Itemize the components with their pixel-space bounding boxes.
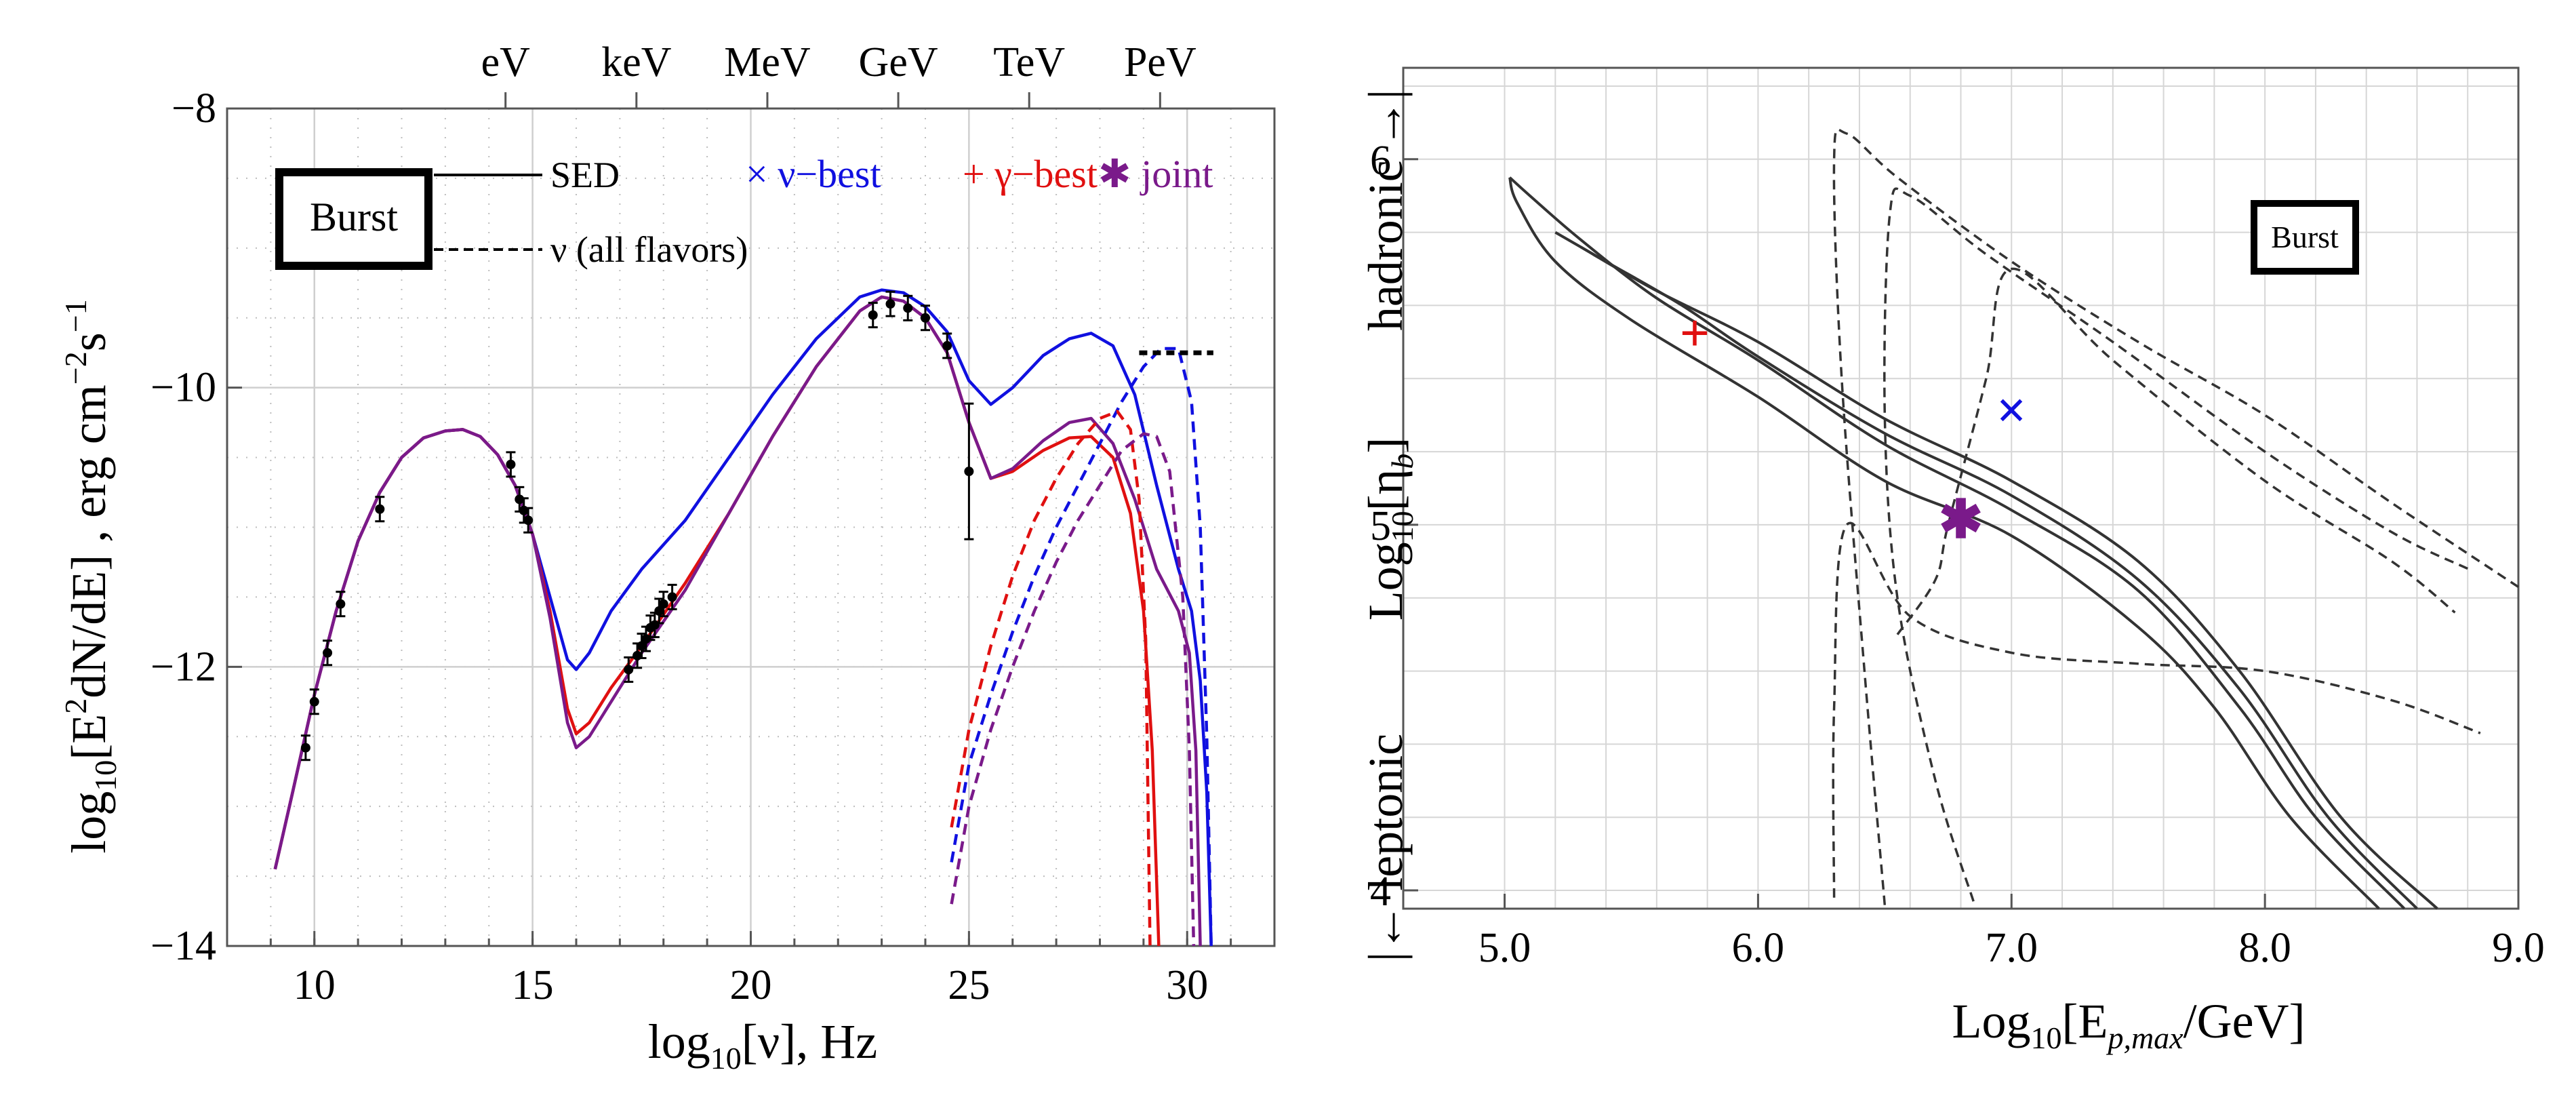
y-tick-label: −12: [150, 644, 216, 690]
x-tick-label: 7.0: [1986, 925, 2038, 971]
x-tick-label: 10: [294, 962, 336, 1008]
sed-chart: eV keV MeV GeV TeV PeV 10 15 20 25 30−8−10−12−14 …: [58, 39, 1276, 1075]
data-point: [523, 515, 534, 526]
y-tick-label: 5: [1370, 503, 1391, 549]
data-point: [624, 665, 634, 675]
data-point: [649, 620, 660, 630]
legend-joint: ✱ joint: [1098, 152, 1213, 196]
x-tick-label: 30: [1166, 962, 1208, 1008]
eta-label: Log10[ηb]: [1359, 437, 1420, 621]
y-tick-label: −14: [150, 923, 216, 969]
y-tick-label: −10: [150, 365, 216, 411]
x-tick-label: 6.0: [1732, 925, 1785, 971]
right-plot-frame: [1402, 66, 2520, 910]
data-point: [641, 634, 651, 644]
contour-dashed: [1896, 267, 2456, 635]
x-tick-label: 20: [730, 962, 772, 1008]
y-tick-label: −8: [172, 85, 216, 132]
contour-solid: [1508, 176, 2406, 910]
top-tick-label-TeV: TeV: [993, 39, 1065, 85]
data-point: [375, 504, 385, 514]
data-point: [868, 310, 878, 320]
left-y-axis-label: log10[E2dN/dE] , erg cm−2s−1: [58, 299, 123, 853]
x-tick-label: 9.0: [2492, 925, 2545, 971]
x-tick-label: 25: [948, 962, 990, 1008]
contour-dashed: [1883, 187, 2468, 902]
burst-box: Burst: [2251, 200, 2359, 275]
x-tick-label: 15: [512, 962, 554, 1008]
data-point: [300, 743, 310, 753]
data-point: [654, 606, 664, 616]
burst-label-right: Burst: [2271, 220, 2339, 254]
parameter-space-chart: 5.0 6.0 7.0 8.0 9.0 4 5 6 + ×✱ Burst Log10[Ep,ma…: [1359, 66, 2545, 1055]
data-point: [885, 299, 895, 309]
y-tick-label: 6: [1370, 138, 1391, 184]
series-line: [273, 295, 1161, 947]
data-point: [323, 648, 333, 658]
series-line: [950, 410, 1152, 947]
data-point: [506, 459, 516, 469]
data-point: [942, 340, 952, 351]
hadronic-label: hadronic →|: [1359, 90, 1413, 331]
burst-label: Burst: [310, 195, 398, 239]
legend-nu-best: × ν−best: [746, 152, 881, 196]
right-x-axis-label: Log10[Ep,max/GeV]: [1952, 994, 2305, 1055]
series-line: [950, 432, 1196, 947]
data-point: [658, 599, 668, 609]
data-point: [309, 696, 319, 707]
data-point: [336, 599, 346, 609]
series-line: [950, 347, 1213, 947]
top-tick-label-eV: eV: [481, 39, 531, 85]
x-tick-label: 5.0: [1478, 925, 1531, 971]
top-tick-label-keV: keV: [601, 39, 672, 85]
y-tick-label: 4: [1370, 869, 1391, 915]
marker-joint: ✱: [1939, 490, 1983, 549]
legend-sed-label: SED: [550, 155, 620, 195]
contour-solid: [1508, 177, 2380, 910]
legend-gamma-best: + γ−best: [963, 152, 1098, 196]
top-tick-label-GeV: GeV: [859, 39, 938, 85]
data-point: [921, 313, 930, 323]
data-point: [667, 592, 677, 602]
contour-solid: [1579, 245, 2438, 910]
right-y-axis-label: |← leptonic Log10[ηb] hadronic →|: [1359, 90, 1420, 962]
data-point: [515, 494, 525, 505]
data-point: [637, 641, 647, 651]
marker-γ−best: +: [1680, 304, 1710, 363]
series-line: [273, 295, 1202, 947]
top-tick-label-PeV: PeV: [1124, 39, 1196, 85]
legend-box: Burst SED ν (all flavors) × ν−best + γ−b…: [275, 152, 1213, 270]
marker-ν−best: ×: [1996, 380, 2026, 439]
leptonic-label: |← leptonic: [1359, 734, 1413, 962]
data-point: [903, 303, 913, 313]
contour-dashed: [1832, 128, 2519, 905]
contour-dashed: [1832, 521, 2481, 898]
top-tick-label-MeV: MeV: [724, 39, 811, 85]
left-x-axis-label: log10[ν], Hz: [648, 1014, 877, 1075]
x-tick-label: 8.0: [2238, 925, 2291, 971]
data-point: [964, 467, 974, 477]
legend-nu-label: ν (all flavors): [550, 229, 748, 270]
